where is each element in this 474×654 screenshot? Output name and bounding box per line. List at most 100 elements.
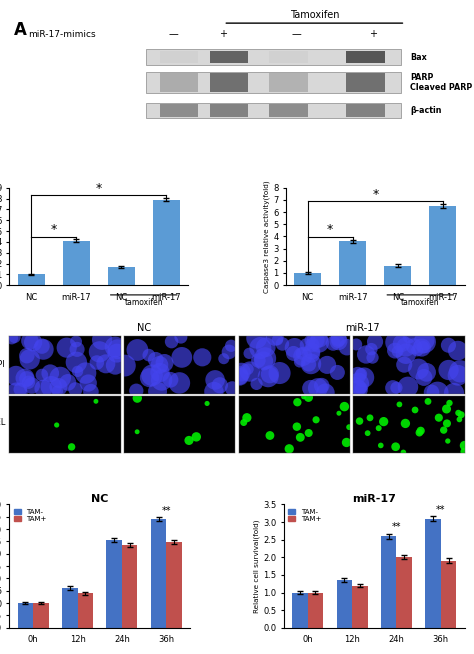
Point (74, 366, 82, 377)
Point (454, 370, 462, 381)
FancyBboxPatch shape (269, 50, 308, 63)
Y-axis label: Caspase3 relative activity(fold): Caspase3 relative activity(fold) (264, 180, 270, 293)
Point (455, 407, 462, 418)
Bar (63, 241, 90, 285)
Point (305, 428, 312, 438)
Point (298, 349, 306, 359)
Point (411, 405, 419, 415)
Point (428, 387, 435, 398)
Point (322, 388, 329, 398)
Bar (352, 585, 367, 628)
Point (29, 337, 37, 347)
Point (21, 373, 29, 383)
FancyBboxPatch shape (346, 50, 385, 63)
Point (400, 447, 407, 458)
Point (178, 352, 186, 362)
Point (440, 425, 447, 436)
Point (413, 345, 421, 356)
Point (243, 413, 251, 423)
Point (244, 364, 252, 374)
Point (271, 332, 279, 342)
Point (293, 397, 301, 407)
Point (154, 386, 161, 396)
Point (341, 402, 348, 412)
Text: PARP
Cleaved PARP: PARP Cleaved PARP (410, 73, 472, 92)
Bar (166, 542, 182, 628)
Bar (18, 603, 33, 628)
FancyBboxPatch shape (160, 50, 198, 63)
Point (435, 413, 443, 423)
Point (63, 343, 71, 353)
Point (329, 338, 337, 349)
Bar (381, 536, 396, 628)
Point (308, 346, 316, 356)
Point (73, 336, 80, 347)
Point (121, 360, 128, 371)
Point (343, 342, 351, 353)
Point (56, 372, 64, 383)
Point (401, 360, 408, 370)
Bar (151, 519, 166, 628)
Point (309, 339, 316, 350)
Point (11, 332, 18, 342)
Point (199, 352, 206, 362)
Point (460, 447, 468, 457)
Y-axis label: Relative cell survival(fold): Relative cell survival(fold) (254, 519, 260, 613)
Bar (337, 580, 352, 628)
Point (354, 370, 362, 381)
Point (273, 334, 281, 345)
Point (23, 351, 31, 361)
Point (445, 340, 452, 351)
Point (264, 371, 272, 382)
Point (351, 383, 359, 394)
FancyBboxPatch shape (210, 73, 248, 92)
Point (334, 336, 342, 347)
Bar (108, 267, 135, 285)
Point (404, 382, 412, 392)
Text: NC: NC (137, 323, 151, 333)
Point (410, 341, 418, 351)
FancyBboxPatch shape (210, 105, 248, 117)
Point (185, 435, 193, 445)
FancyBboxPatch shape (146, 103, 401, 118)
Point (133, 385, 140, 396)
Point (335, 333, 342, 343)
Point (394, 346, 401, 356)
Point (38, 341, 46, 351)
Point (261, 353, 269, 364)
Point (415, 364, 422, 374)
Point (175, 378, 183, 388)
Point (177, 332, 185, 343)
Point (334, 367, 341, 377)
Point (454, 345, 462, 356)
Point (237, 367, 245, 377)
Point (314, 383, 322, 393)
Point (416, 428, 423, 438)
Point (402, 349, 410, 359)
Bar (292, 593, 308, 628)
Point (302, 339, 310, 350)
Point (357, 369, 365, 379)
Point (260, 356, 267, 366)
Point (312, 415, 320, 425)
Point (156, 368, 164, 378)
Point (396, 399, 403, 409)
Bar (425, 519, 441, 628)
Point (68, 441, 75, 452)
Bar (153, 199, 180, 285)
Point (434, 387, 441, 398)
Point (25, 377, 32, 387)
Text: miR-17: miR-17 (345, 323, 380, 333)
Point (424, 396, 432, 407)
Point (369, 353, 376, 363)
Text: tamoxifen: tamoxifen (401, 298, 440, 307)
FancyBboxPatch shape (346, 73, 385, 92)
Point (315, 337, 323, 348)
Text: miR-17-mimics: miR-17-mimics (27, 29, 95, 39)
Point (279, 339, 286, 349)
Point (133, 426, 141, 437)
Bar (429, 206, 456, 285)
Point (167, 375, 174, 385)
Point (23, 373, 31, 384)
Text: +: + (370, 29, 377, 39)
